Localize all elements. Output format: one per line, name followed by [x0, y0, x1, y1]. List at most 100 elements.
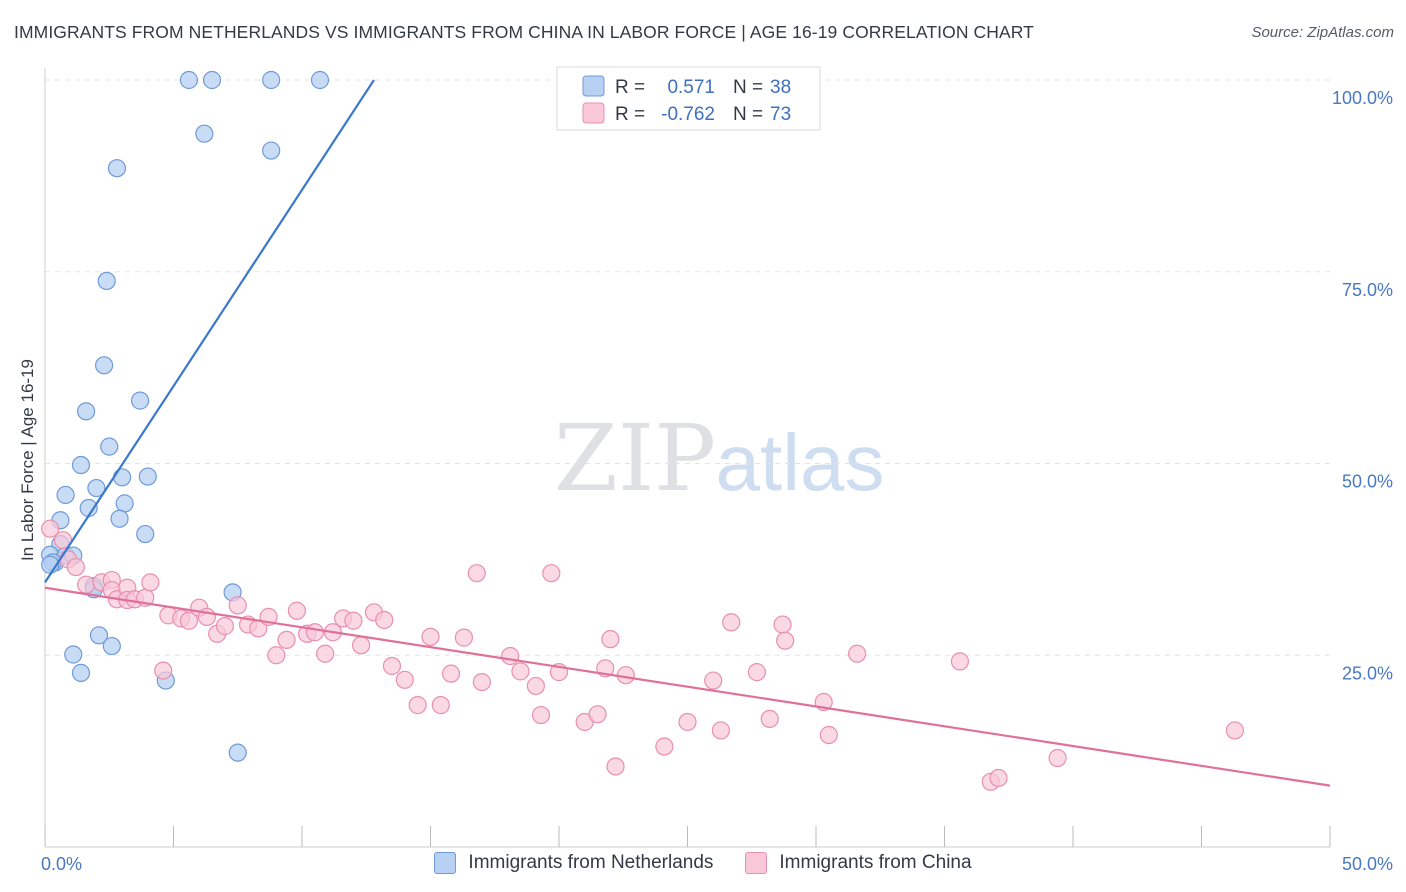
stats-legend: R = 0.571 N = 38 R = -0.762 N = 73 — [556, 66, 821, 131]
legend-swatch-china — [582, 102, 605, 124]
china-point — [526, 676, 545, 696]
netherlands-point — [112, 468, 132, 487]
china-point — [77, 575, 96, 594]
y-tick-label: 100.0% — [1332, 88, 1393, 108]
netherlands-point — [310, 70, 330, 90]
china-point — [277, 630, 296, 650]
netherlands-point — [202, 70, 222, 90]
china-point — [375, 610, 394, 630]
china-point — [441, 664, 461, 683]
legend-n-label-netherlands: N = — [733, 77, 763, 98]
china-point — [511, 662, 530, 681]
y-axis-label: In Labor Force | Age 16-19 — [18, 359, 37, 561]
legend-n-label-china: N = — [733, 104, 763, 125]
china-point — [655, 737, 674, 756]
china-point — [1048, 748, 1067, 768]
china-point — [41, 519, 60, 538]
bottom-swatch-china — [745, 852, 768, 874]
china-point — [421, 627, 440, 646]
china-point — [950, 652, 970, 671]
china-point — [472, 672, 491, 692]
netherlands-point — [56, 485, 75, 505]
legend-r-label-china: R = — [615, 104, 645, 125]
china-point — [267, 646, 286, 665]
china-point — [678, 712, 697, 732]
x-tick-labels: 0.0% 50.0% — [41, 854, 1393, 874]
netherlands-point — [179, 70, 199, 90]
china-point — [287, 601, 306, 620]
china-point — [773, 615, 792, 634]
y-tick-label: 25.0% — [1342, 663, 1393, 683]
china-point — [542, 564, 561, 583]
chart-title: IMMIGRANTS FROM NETHERLANDS VS IMMIGRANT… — [14, 22, 1034, 42]
netherlands-point — [138, 467, 157, 486]
bottom-swatch-netherlands — [434, 852, 457, 874]
china-points — [41, 519, 1245, 791]
legend-n-value-netherlands: 38 — [770, 77, 791, 98]
netherlands-point — [71, 663, 91, 682]
china-point — [711, 721, 731, 740]
netherlands-point — [115, 494, 134, 513]
netherlands-point — [77, 402, 96, 421]
legend-r-label-netherlands: R = — [615, 77, 645, 98]
legend-r-value-netherlands: 0.571 — [667, 77, 715, 98]
bottom-legend: Immigrants from Netherlands Immigrants f… — [0, 852, 1406, 874]
china-point — [431, 696, 450, 715]
netherlands-point — [100, 437, 119, 456]
y-tick-label: 75.0% — [1342, 280, 1393, 300]
china-point — [747, 663, 766, 682]
watermark: ZIP atlas — [554, 405, 885, 512]
netherlands-point — [64, 645, 83, 664]
china-point — [531, 705, 551, 725]
axes — [44, 68, 1331, 848]
netherlands-trend-line — [44, 79, 375, 583]
bottom-legend-china-label: Immigrants from China — [779, 852, 972, 873]
china-point — [395, 670, 414, 689]
watermark-zip: ZIP — [554, 405, 716, 512]
netherlands-point — [130, 391, 150, 410]
china-point — [305, 623, 324, 642]
netherlands-point — [110, 509, 129, 528]
netherlands-point — [262, 141, 281, 160]
china-point — [848, 644, 867, 663]
china-point — [316, 644, 335, 663]
china-trend-line — [44, 586, 1331, 787]
netherlands-point — [102, 636, 121, 656]
china-point — [776, 631, 795, 650]
netherlands-point — [136, 524, 155, 544]
china-point — [215, 617, 234, 636]
bottom-legend-netherlands-label: Immigrants from Netherlands — [468, 852, 714, 873]
netherlands-point — [107, 159, 127, 178]
china-point — [179, 611, 199, 630]
china-point — [467, 564, 486, 583]
gridlines — [45, 79, 1330, 656]
legend-swatch-netherlands — [582, 75, 605, 97]
netherlands-point — [228, 743, 247, 762]
legend-r-value-china: -0.762 — [661, 104, 715, 125]
china-point — [154, 661, 173, 680]
netherlands-point — [262, 70, 281, 90]
china-point — [352, 636, 371, 655]
china-point — [408, 696, 427, 715]
source-credit: Source: ZipAtlas.com — [1251, 24, 1394, 41]
china-point — [601, 630, 620, 649]
watermark-atlas: atlas — [716, 418, 885, 507]
netherlands-point — [97, 271, 116, 291]
china-point — [819, 725, 838, 745]
china-point — [228, 596, 247, 615]
china-point — [66, 557, 85, 577]
netherlands-point — [71, 455, 91, 475]
china-point — [989, 768, 1008, 788]
netherlands-point — [95, 356, 114, 375]
china-point — [454, 628, 474, 647]
china-point — [606, 757, 625, 776]
bottom-legend-netherlands: Immigrants from Netherlands — [434, 852, 713, 874]
china-point — [1225, 721, 1245, 740]
china-point — [722, 613, 741, 632]
netherlands-point — [195, 124, 214, 143]
china-point — [588, 705, 607, 724]
netherlands-points — [41, 70, 330, 762]
netherlands-point — [89, 626, 109, 645]
x-tick-label: 50.0% — [1342, 854, 1393, 874]
